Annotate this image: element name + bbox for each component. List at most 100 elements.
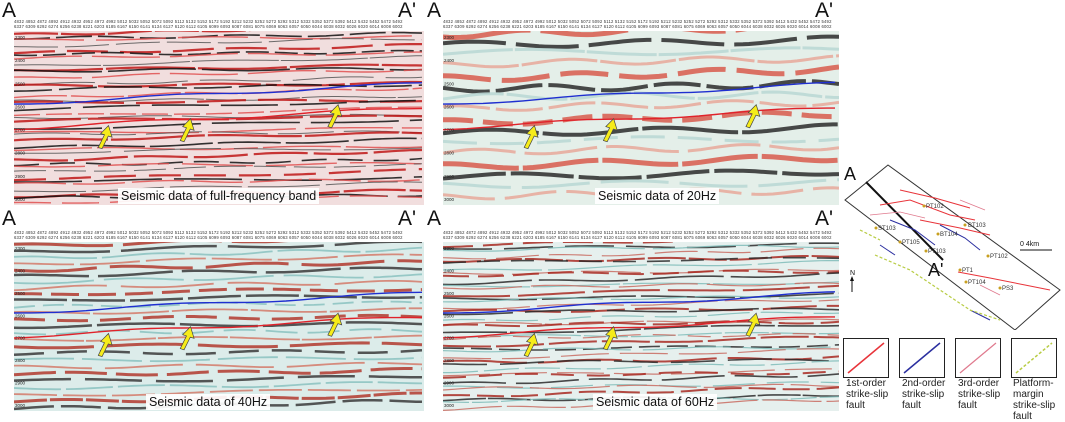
seismic-reflector [14,389,423,397]
fault-arrow-icon [327,312,343,337]
fault-arrow-icon [523,124,539,150]
fault-arrow-icon [179,117,195,143]
label-a-left: A [2,207,17,230]
seismic-reflector [443,373,839,385]
seismic-reflector [443,64,839,83]
seismic-reflector [14,49,423,57]
red-horizon [443,107,835,131]
fault-arrow-icon [179,326,195,351]
trace-header: 4832 4852 4872 4892 4912 4932 4952 4972 … [443,229,839,241]
seismic-section: 2300 2400 2500 2600 2700 2800 2900 3000 [443,242,839,411]
well-label: PT104 [968,280,986,286]
trace-row-2: 6337 6309 6292 6274 6256 6238 6221 6203 … [443,235,832,240]
seismic-reflector [443,358,839,366]
label-a-left: A [427,207,442,230]
seismic-reflector [14,80,423,88]
map-label-a: A [844,164,856,184]
seismic-reflector [14,294,423,302]
depth-tick-label: 2400 [444,268,455,273]
seismic-reflector [14,51,422,60]
seismic-reflector [14,145,423,152]
seismic-reflector [14,162,423,168]
label-a-right: A' [815,0,834,22]
legend-swatch-platform-margin [1011,338,1057,378]
seismic-reflector [14,334,423,342]
seismic-reflector [14,273,423,285]
fault-arrow-icon [327,104,343,129]
seismic-section: 2300 2400 2500 2600 2700 2800 2900 3000 [14,31,424,205]
seismic-reflector [443,54,839,69]
map-boundary [844,164,1061,330]
label-a-right: A' [398,207,417,230]
depth-tick-label: 2300 [444,35,455,40]
seismic-reflector [14,147,423,154]
seismic-reflector [14,43,422,55]
red-horizon [14,107,423,131]
legend-text-line: strike-slip [846,389,889,400]
trace-row-1: 4832 4852 4872 4892 4912 4932 4952 4972 … [443,19,832,24]
seismic-reflector [443,178,839,189]
seismic-reflector [443,153,839,171]
seismic-reflector [14,67,423,73]
depth-tick-label: 2800 [444,151,455,156]
depth-tick-label: 2300 [444,246,455,251]
panel-20hz: A A' 4832 4852 4872 4892 4912 4932 4952 … [425,0,840,205]
seismic-reflector [14,341,423,350]
seismic-reflector [14,246,423,260]
fault-arrow-icon [745,104,761,129]
trace-header: 4832 4852 4872 4892 4912 4932 4952 4972 … [14,229,424,241]
depth-tick-label: 2700 [444,336,455,341]
label-a-right: A' [815,207,834,230]
seismic-reflector [14,279,423,292]
seismic-reflector [14,106,422,117]
seismic-reflector [443,295,839,303]
seismic-reflector [14,113,422,119]
depth-tick-label: 2900 [444,174,455,179]
depth-tick-label: 2900 [15,381,26,386]
depth-tick-label: 2700 [15,336,26,341]
seismic-reflector [443,242,839,250]
depth-tick-label: 2300 [15,246,26,251]
seismic-reflector [14,163,423,172]
seismic-reflector [14,381,423,391]
seismic-reflector [14,168,423,182]
seismic-reflector [14,361,423,370]
depth-tick-label: 2800 [444,358,455,363]
seismic-reflector [443,284,839,298]
legend-text-line: strike-slip [958,389,1001,400]
seismic-reflector [14,63,423,72]
well-label: PT102 [990,254,1008,260]
seismic-reflector [443,269,839,278]
depth-tick-label: 2800 [15,358,26,363]
depth-tick-label: 2500 [15,291,26,296]
legend-text-line: 3rd-order [958,378,1000,389]
blue-faults [879,219,991,321]
trace-row-2: 6337 6309 6292 6274 6256 6238 6221 6203 … [443,24,832,29]
depth-tick-label: 2300 [15,35,26,40]
well-markers [874,204,1002,290]
seismic-reflector [443,370,839,379]
legend-text-line: fault [958,400,977,411]
seismic-reflector [443,268,839,275]
fault-arrow-icon [602,117,618,143]
seismic-reflector [14,287,423,297]
seismic-reflector [443,255,839,263]
seismic-reflector [14,31,252,36]
seismic-reflector [443,348,839,360]
depth-tick-label: 2900 [444,381,455,386]
caption: Seismic data of full-frequency band [118,188,320,204]
well-label: PT105 [902,240,920,246]
legend-swatch-1st-order [843,338,889,378]
seismic-reflector [443,242,684,249]
seismic-reflector [443,260,839,271]
blue-horizon [443,81,836,105]
label-a-right: A' [398,0,417,22]
depth-tick-label: 3000 [444,197,455,202]
trace-header: 4832 4852 4872 4892 4912 4932 4952 4972 … [14,18,424,30]
seismic-reflector [443,320,839,328]
seismic-reflector [14,266,423,278]
seismic-reflector [443,332,839,341]
caption: Seismic data of 40Hz [146,394,271,410]
seismic-reflector [443,109,839,127]
depth-tick-label: 2500 [444,81,455,86]
